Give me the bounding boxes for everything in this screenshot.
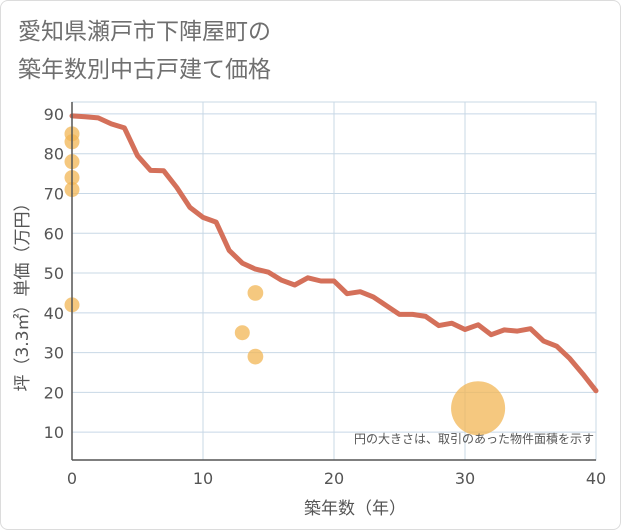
y-axis-label: 坪（3.3㎡）単価（万円） [13, 194, 33, 391]
x-tick-label: 0 [67, 469, 77, 488]
transaction-bubble [451, 381, 506, 436]
chart-title: 愛知県瀬戸市下陣屋町の 築年数別中古戸建て価格 [18, 13, 271, 89]
y-tick-label: 90 [44, 105, 64, 124]
average-price-line [69, 113, 599, 394]
y-tick-label: 50 [44, 264, 64, 283]
tick-labels: 0 10 20 30 40 10 20 30 40 50 60 70 80 90 [44, 105, 607, 488]
x-tick-label: 20 [324, 469, 344, 488]
x-axis-label: 築年数（年） [304, 499, 406, 519]
transaction-bubble [247, 285, 264, 301]
size-note: 円の大きさは、取引のあった物件面積を示す [354, 431, 594, 446]
transaction-bubble [247, 348, 264, 365]
y-tick-label: 30 [44, 344, 64, 363]
x-tick-label: 10 [193, 469, 213, 488]
y-tick-label: 10 [44, 423, 64, 442]
transaction-bubble [234, 325, 250, 341]
title-line-2: 築年数別中古戸建て価格 [18, 57, 271, 83]
axes [71, 102, 596, 461]
y-tick-label: 70 [44, 184, 64, 203]
y-tick-label: 20 [44, 383, 64, 402]
title-line-1: 愛知県瀬戸市下陣屋町の [18, 19, 271, 45]
y-tick-label: 60 [44, 224, 64, 243]
x-tick-label: 40 [586, 469, 606, 488]
y-tick-label: 40 [44, 304, 64, 323]
y-tick-label: 80 [44, 145, 64, 164]
line-series [69, 113, 599, 394]
x-tick-label: 30 [455, 469, 475, 488]
